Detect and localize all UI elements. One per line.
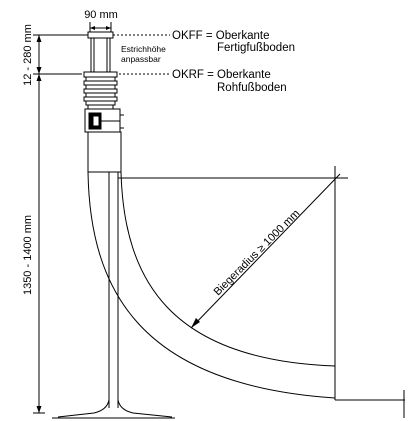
fitting-assembly xyxy=(83,31,124,173)
base-support xyxy=(52,399,175,419)
okff-label: OKFF = Oberkante xyxy=(172,30,269,42)
bend-conduit xyxy=(87,171,336,399)
okrf-label-line2: Rohfußboden xyxy=(217,82,287,94)
screed-note-line1: Estrichhöhe xyxy=(121,44,166,54)
bend-radius-arrow xyxy=(191,318,200,328)
screed-range-label: 12 - 280 mm xyxy=(22,24,34,86)
okrf-label: OKRF = Oberkante xyxy=(172,69,271,81)
bend-radius-label: Biegeradius ≥ 1000 mm xyxy=(212,208,303,299)
okff-label-line2: Fertigfußboden xyxy=(217,42,295,54)
vertical-dimension-chain xyxy=(33,34,45,414)
screed-note-line2: anpassbar xyxy=(121,54,161,64)
dimension-arrows xyxy=(36,35,42,413)
total-height-label: 1350 - 1400 mm xyxy=(22,215,34,295)
standpipe xyxy=(108,172,119,408)
bend-radius-construction xyxy=(118,166,405,418)
width-dimension-label: 90 mm xyxy=(84,9,118,21)
